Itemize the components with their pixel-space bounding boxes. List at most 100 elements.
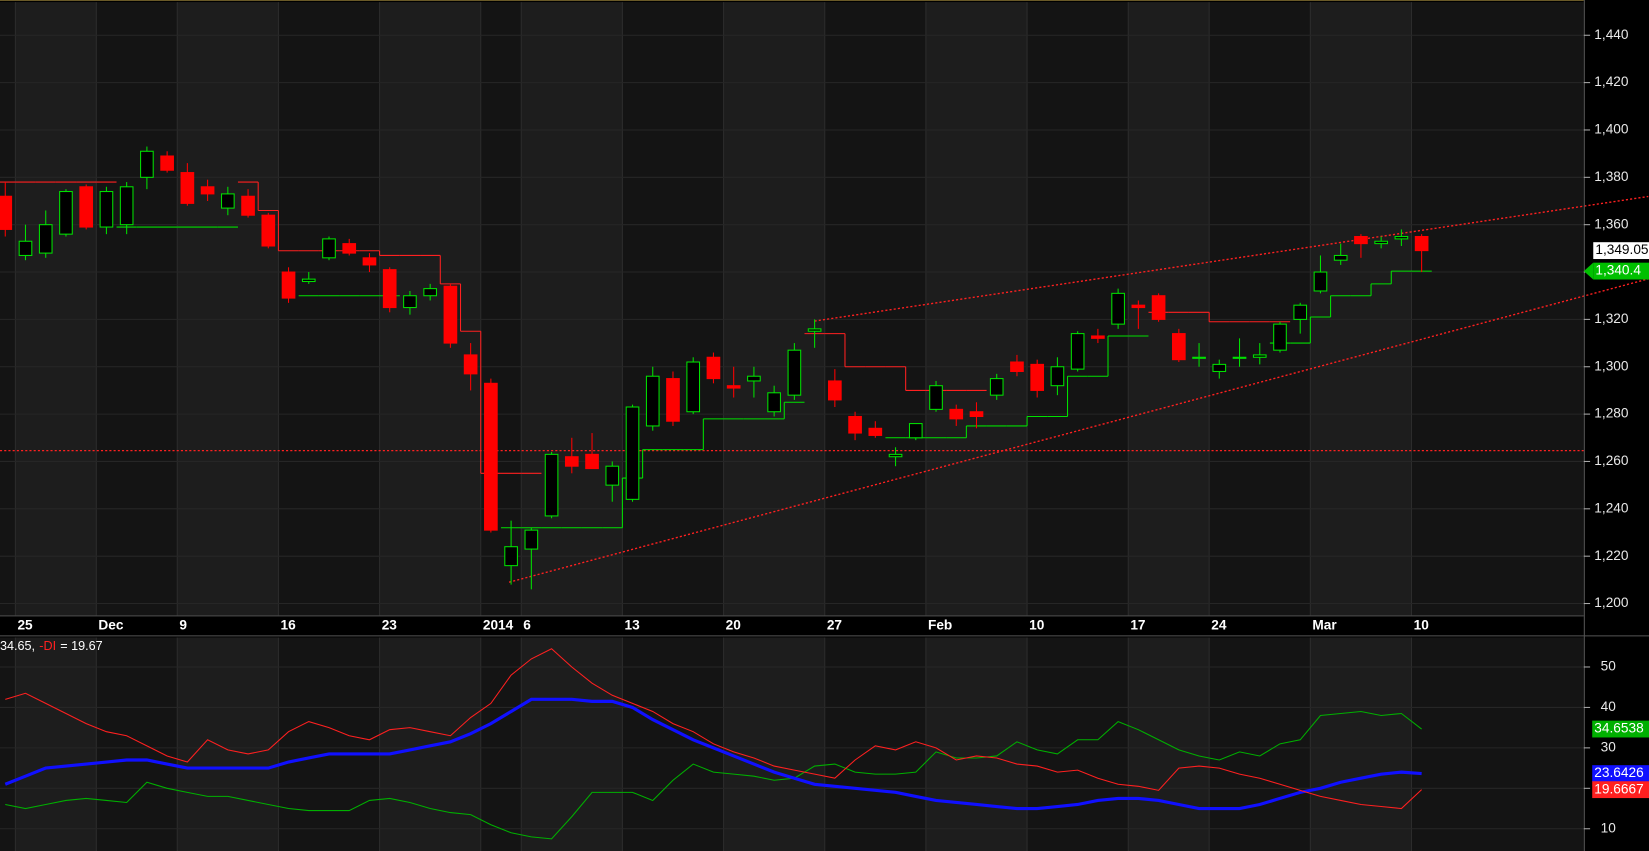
- candle-body: [18, 240, 33, 256]
- price-marker: [1593, 262, 1649, 280]
- week-band: [177, 2, 279, 616]
- candle-body: [787, 349, 802, 396]
- candle-body: [241, 195, 255, 216]
- week-band: [96, 637, 178, 851]
- week-band: [1411, 637, 1584, 851]
- week-band: [15, 2, 97, 616]
- x-tick-label: 27: [827, 617, 842, 632]
- week-band: [1128, 637, 1210, 851]
- candle-body: [0, 195, 13, 230]
- candle-body: [969, 411, 984, 417]
- week-band: [1027, 637, 1129, 851]
- x-tick-label: 23: [382, 617, 398, 632]
- value-marker-label: 19.6667: [1594, 781, 1643, 796]
- candle-body: [220, 193, 235, 209]
- candle-body: [200, 186, 215, 195]
- candle-body: [362, 257, 377, 266]
- candle-body: [261, 214, 276, 247]
- candle-body: [908, 423, 923, 439]
- candle-body: [382, 269, 397, 309]
- candle-body: [1273, 323, 1287, 351]
- labels-layer: 25 Dec 9 16 23 2014 6 13 20 27 Feb 10 17 24 Mar 10 1,200…: [0, 27, 1649, 835]
- candle-body: [423, 288, 438, 297]
- candle-body: [686, 361, 701, 413]
- candle-body: [726, 385, 741, 389]
- x-tick-label: Dec: [98, 617, 123, 632]
- week-bands: [0, 2, 1584, 851]
- candle-body: [1050, 366, 1065, 387]
- candle-body: [1151, 295, 1166, 320]
- candle-body: [564, 456, 579, 467]
- candle-body: [1070, 333, 1085, 370]
- indicator-line: [5, 710, 1422, 840]
- x-tick-label: 20: [726, 617, 742, 632]
- y-tick-label: 1,280: [1594, 406, 1629, 421]
- candle-body: [1252, 354, 1267, 358]
- week-band: [0, 637, 16, 851]
- candle-body: [1171, 333, 1186, 361]
- candle-body: [160, 155, 174, 171]
- week-band: [96, 2, 178, 616]
- candle-body: [301, 278, 316, 283]
- x-tick-label: Feb: [928, 617, 952, 632]
- week-band: [15, 637, 97, 851]
- indicator-line: [4, 697, 1422, 811]
- x-tick-label: 10: [1029, 617, 1045, 632]
- week-band: [1310, 2, 1412, 616]
- value-marker: [1592, 765, 1649, 782]
- x-tick-label: 25: [17, 617, 33, 632]
- week-band: [723, 637, 825, 851]
- candle-body: [868, 427, 883, 436]
- candle-body: [1192, 356, 1206, 359]
- candle-body: [79, 186, 94, 228]
- candle-body: [1212, 363, 1227, 373]
- candle-body: [281, 271, 296, 299]
- price-marker-label: 1,340.4: [1595, 263, 1641, 278]
- week-band: [1128, 2, 1210, 616]
- value-marker-label: 34.6538: [1594, 721, 1643, 736]
- candle-body: [119, 186, 134, 226]
- week-band: [480, 637, 522, 851]
- candle-body: [767, 392, 781, 413]
- week-band: [723, 2, 825, 616]
- y-tick-label: 1,420: [1594, 74, 1629, 89]
- candle-body: [180, 172, 195, 204]
- value-marker: [1592, 781, 1649, 799]
- x-tick-label: 10: [1414, 617, 1430, 632]
- legend-entry: = 19.67: [60, 639, 102, 653]
- y-tick-label: 1,220: [1594, 548, 1629, 563]
- value-marker: [1592, 720, 1649, 738]
- y-tick-label: 1,400: [1594, 122, 1629, 137]
- candle-body: [1333, 254, 1348, 261]
- candle-body: [645, 375, 660, 427]
- candle-body: [140, 150, 154, 178]
- candle-body: [807, 328, 822, 332]
- candle-body: [585, 453, 599, 470]
- y-tick-label: 1,260: [1594, 453, 1629, 468]
- candle-body: [1010, 361, 1024, 373]
- candle-body: [1414, 235, 1429, 252]
- candle-body: [443, 285, 458, 344]
- week-band: [521, 2, 623, 616]
- y-tick-label: 1,360: [1594, 216, 1629, 231]
- candle-body: [1374, 240, 1388, 245]
- candle-body: [99, 191, 114, 228]
- candle-body: [949, 408, 964, 420]
- x-tick-label: 2014: [483, 617, 514, 632]
- week-band: [925, 2, 1028, 616]
- candle-body: [848, 415, 862, 434]
- y-tick-label: 1,320: [1594, 311, 1629, 326]
- plot-layer: [0, 146, 1649, 840]
- y-tick-label: 1,440: [1594, 27, 1629, 42]
- week-band: [824, 2, 926, 616]
- week-band: [925, 637, 1028, 851]
- candle-body: [59, 191, 73, 235]
- candle-body: [342, 243, 357, 254]
- week-band: [177, 637, 279, 851]
- candle-body: [1394, 235, 1409, 240]
- candle-body: [484, 382, 498, 531]
- week-band: [278, 2, 380, 616]
- x-tick-label: 9: [179, 617, 187, 632]
- candle-body: [403, 295, 417, 309]
